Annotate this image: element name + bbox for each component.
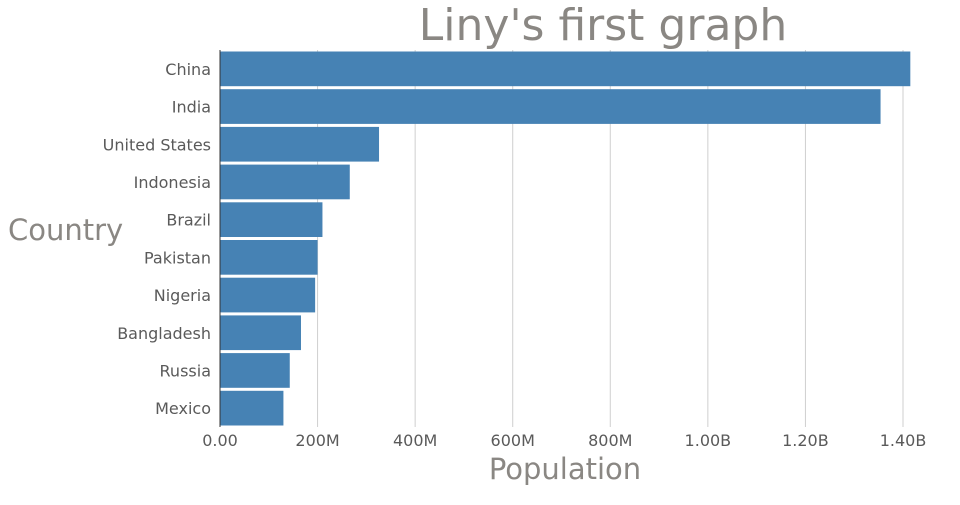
x-axis-ticks: 0.00 200M 400M 600M 800M 1.00B 1.20B 1.40B	[202, 431, 926, 450]
bar-indonesia	[220, 164, 350, 200]
bar-nigeria	[220, 277, 316, 313]
bar-pakistan	[220, 240, 318, 275]
x-tick-label: 400M	[393, 431, 437, 450]
y-axis-title: Country	[8, 213, 123, 247]
x-tick-label: 600M	[491, 431, 535, 450]
x-tick-label: 0.00	[202, 431, 238, 450]
category-label: Indonesia	[134, 173, 211, 192]
x-tick-label: 800M	[588, 431, 632, 450]
bar-india	[220, 89, 881, 124]
category-label: Russia	[160, 361, 211, 380]
bar-bangladesh	[220, 315, 301, 351]
category-label: Mexico	[155, 399, 211, 418]
bars	[220, 51, 911, 426]
category-label: Nigeria	[154, 286, 211, 305]
bar-united-states	[220, 126, 380, 162]
category-label: Brazil	[166, 211, 211, 230]
category-label: Bangladesh	[117, 324, 211, 343]
x-tick-label: 1.40B	[880, 431, 927, 450]
category-label: United States	[103, 135, 211, 154]
y-axis-categories: China India United States Indonesia Brazil Pa…	[103, 60, 211, 418]
category-label: Pakistan	[144, 248, 211, 267]
x-tick-label: 1.20B	[782, 431, 829, 450]
x-tick-label: 200M	[295, 431, 339, 450]
chart-title: Liny's first graph	[419, 0, 787, 51]
x-axis-title: Population	[489, 452, 641, 486]
category-label: China	[165, 60, 211, 79]
x-tick-label: 1.00B	[685, 431, 732, 450]
bar-russia	[220, 353, 290, 388]
category-label: India	[172, 98, 211, 117]
bar-china	[220, 51, 911, 87]
bar-mexico	[220, 390, 284, 426]
bar-brazil	[220, 202, 323, 237]
